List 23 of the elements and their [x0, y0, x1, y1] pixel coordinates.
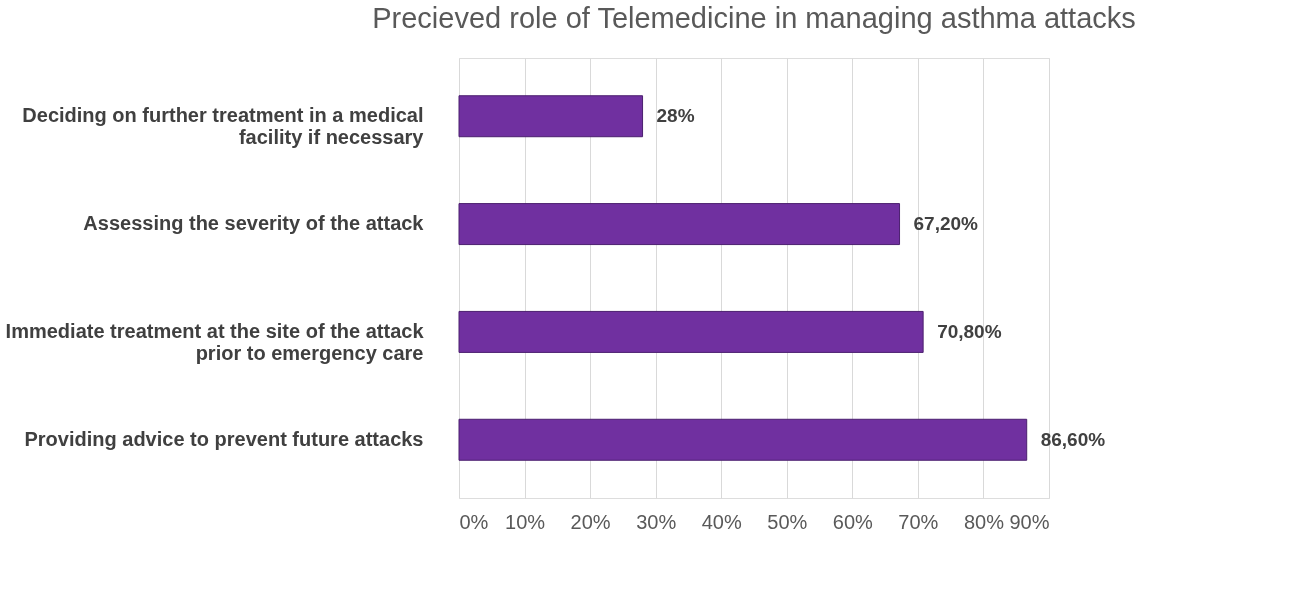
x-tick-label: 90% [1009, 510, 1050, 533]
x-tick-label: 0% [459, 510, 489, 533]
x-tick-label: 70% [898, 510, 939, 533]
bar [458, 418, 1028, 461]
x-tick-label: 40% [701, 510, 742, 533]
data-label: 28% [656, 105, 695, 127]
x-tick-label: 20% [570, 510, 611, 533]
y-tick-label: Immediate treatment at the site of the attack prior to emergency care [5, 319, 425, 364]
data-label: 70,80% [937, 320, 1002, 342]
y-tick-label: Deciding on further treatment in a medical facility if necessary [22, 104, 425, 149]
x-tick-label: 80% [963, 510, 1005, 533]
bar [458, 310, 924, 353]
x-tick-label: 30% [636, 510, 677, 533]
x-tick-label: 50% [767, 510, 808, 533]
x-tick-label: 10% [505, 510, 546, 533]
data-label: 86,60% [1040, 428, 1106, 450]
y-tick-label: Providing advice to prevent future attacks [24, 427, 424, 450]
y-tick-label: Assessing the severity of the attack [83, 212, 425, 235]
bar [458, 95, 644, 138]
chart-title: Precieved role of Telemedicine in managing asthma attacks [372, 2, 1136, 34]
data-label: 67,20% [913, 213, 979, 235]
bar [458, 203, 901, 246]
x-tick-label: 60% [832, 510, 874, 533]
